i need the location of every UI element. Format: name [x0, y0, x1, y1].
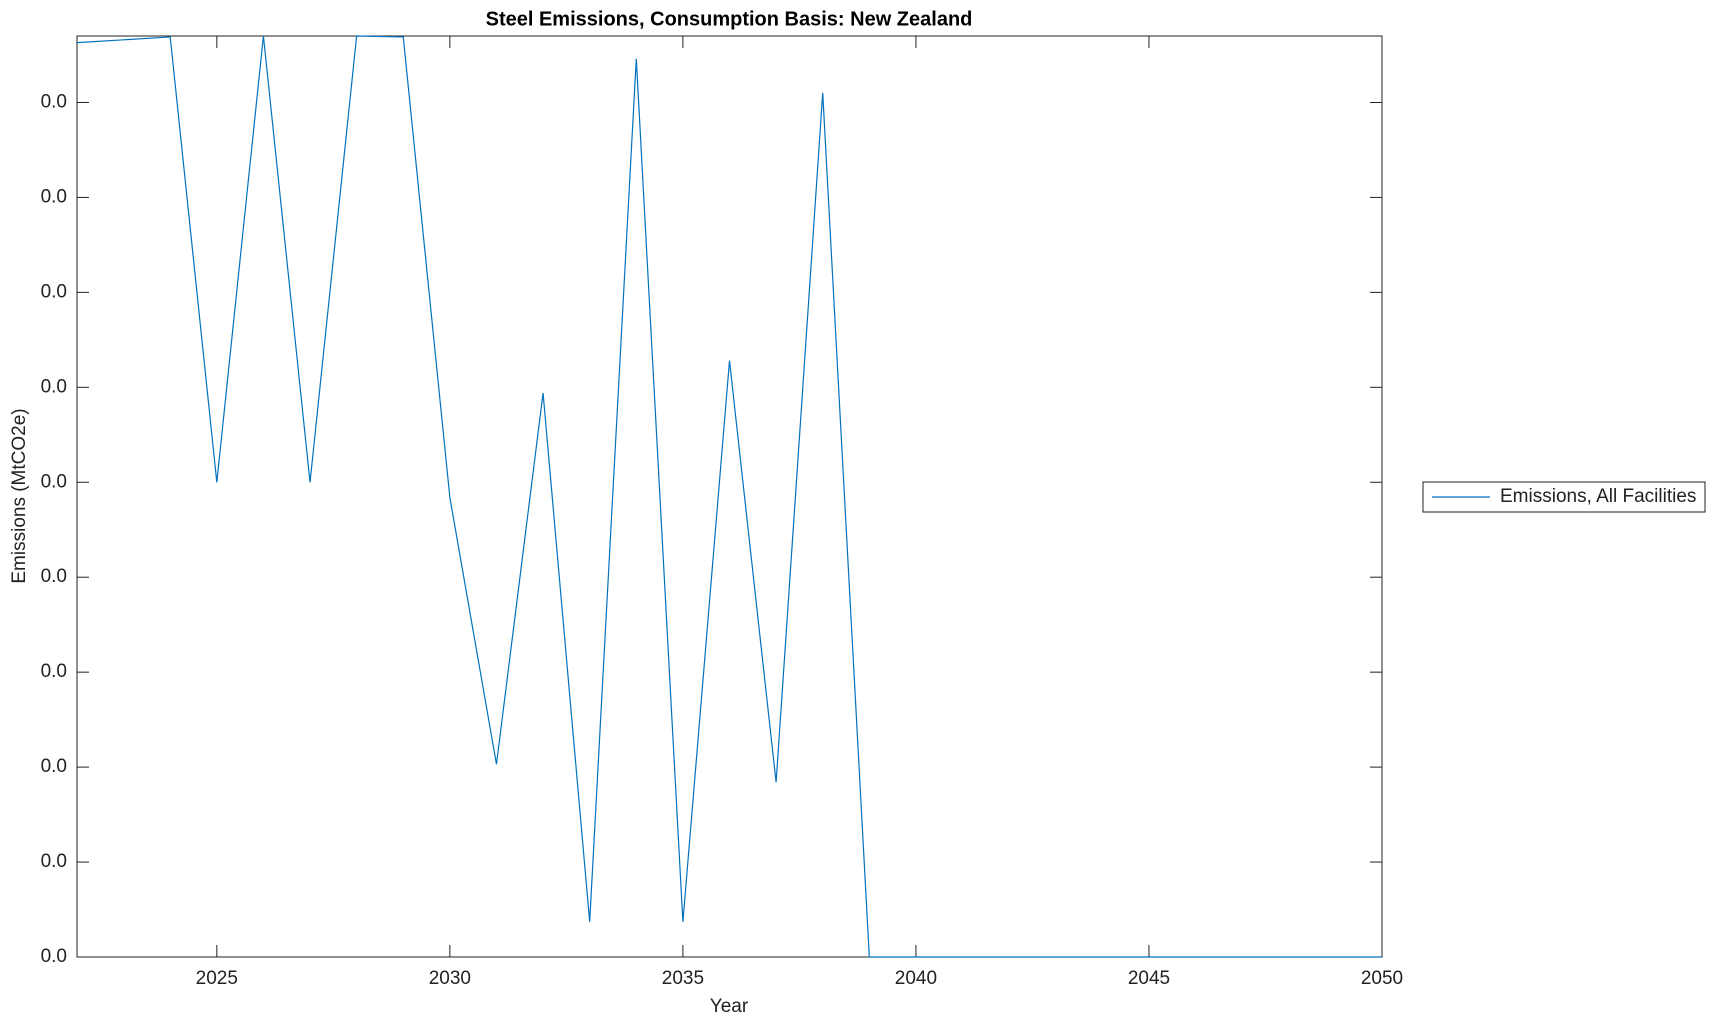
y-tick-label: 0.0	[41, 376, 67, 397]
y-tick-label: 0.0	[41, 661, 67, 682]
y-tick-label: 0.0	[41, 91, 67, 112]
data-line	[76, 35, 1382, 958]
y-tick-label: 0.0	[41, 471, 67, 492]
y-tick-label: 0.0	[41, 566, 67, 587]
legend-label: Emissions, All Facilities	[1500, 486, 1696, 507]
x-tick-label: 2030	[429, 968, 471, 989]
x-tick-label: 2045	[1128, 968, 1170, 989]
x-tick-label: 2035	[662, 968, 704, 989]
y-axis-label: Emissions (MtCO2e)	[9, 408, 30, 583]
x-tick-label: 2050	[1361, 968, 1403, 989]
y-tick-label: 0.0	[41, 946, 67, 967]
y-tick-label: 0.0	[41, 186, 67, 207]
x-axis-label: Year	[710, 996, 749, 1017]
x-tick-label: 2040	[895, 968, 937, 989]
x-tick-label: 2025	[196, 968, 238, 989]
y-tick-label: 0.0	[41, 281, 67, 302]
chart-title: Steel Emissions, Consumption Basis: New …	[486, 8, 973, 30]
plot-area	[76, 35, 1383, 958]
y-tick-label: 0.0	[41, 851, 67, 872]
y-tick-label: 0.0	[41, 756, 67, 777]
